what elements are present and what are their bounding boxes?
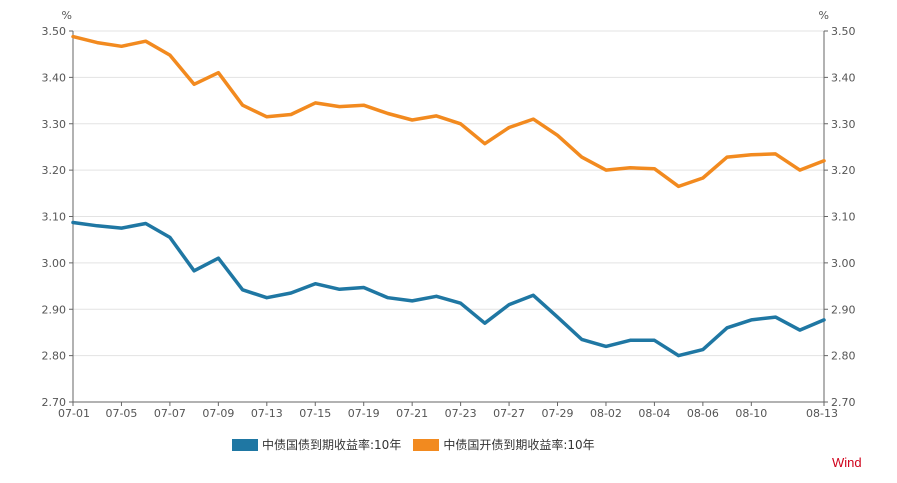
x-tick-label: 07-15	[299, 407, 331, 420]
x-tick-label: 07-07	[154, 407, 186, 420]
y-tick-label-right: 3.40	[831, 71, 856, 84]
y-tick-label-left: 2.90	[42, 303, 67, 316]
y-tick-label-left: 3.00	[42, 257, 67, 270]
y-tick-label-left: 2.80	[42, 350, 67, 363]
x-tick-label: 07-29	[542, 407, 574, 420]
x-tick-label: 07-21	[396, 407, 428, 420]
left-unit-label: %	[62, 9, 72, 22]
legend: 中债国债到期收益率:10年 中债国开债到期收益率:10年	[232, 436, 595, 453]
legend-swatch-cdb	[413, 438, 440, 451]
x-tick-label: 07-13	[251, 407, 283, 420]
x-tick-label: 08-02	[590, 407, 622, 420]
x-tick-label: 08-04	[638, 407, 670, 420]
legend-label-treasury: 中债国债到期收益率:10年	[262, 438, 402, 452]
y-tick-label-right: 3.50	[831, 25, 856, 38]
y-tick-label-left: 3.50	[42, 25, 67, 38]
x-tick-label: 08-10	[735, 407, 767, 420]
x-tick-label: 08-13	[806, 407, 838, 420]
x-tick-label: 07-27	[493, 407, 525, 420]
y-tick-label-left: 3.40	[42, 71, 67, 84]
brand-watermark: Wind	[832, 455, 862, 470]
series-lines	[71, 34, 826, 358]
y-tick-label-right: 2.80	[831, 350, 856, 363]
y-tick-label-left: 2.70	[42, 396, 67, 409]
legend-label-cdb: 中债国开债到期收益率:10年	[443, 438, 595, 452]
y-tick-label-right: 2.90	[831, 303, 856, 316]
y-axis-left-ticks: 2.70 2.80 2.90 3.00 3.10 3.20 3.30 3.40 3.50	[42, 25, 73, 409]
y-tick-label-right: 3.30	[831, 118, 856, 131]
x-tick-label: 07-05	[105, 407, 137, 420]
legend-item-cdb[interactable]: 中债国开债到期收益率:10年	[413, 436, 595, 453]
gridlines	[73, 30, 824, 357]
y-tick-label-left: 3.10	[42, 211, 67, 224]
y-tick-label-left: 3.20	[42, 164, 67, 177]
legend-item-treasury[interactable]: 中债国债到期收益率:10年	[232, 436, 401, 453]
x-axis-ticks: 07-01 07-05 07-07 07-09 07-13 07-15 07-19 07-21…	[58, 402, 838, 420]
y-tick-label-right: 3.10	[831, 211, 856, 224]
y-tick-label-right: 3.20	[831, 164, 856, 177]
y-tick-label-right: 2.70	[831, 396, 856, 409]
series-line-0	[71, 220, 826, 358]
x-tick-label: 08-06	[687, 407, 719, 420]
series-line-1	[71, 34, 826, 189]
x-tick-label: 07-23	[445, 407, 477, 420]
y-tick-label-left: 3.30	[42, 118, 67, 131]
right-unit-label: %	[819, 9, 829, 22]
y-axis-right-ticks: 2.70 2.80 2.90 3.00 3.10 3.20 3.30 3.40 3.50	[824, 25, 856, 409]
y-tick-label-right: 3.00	[831, 257, 856, 270]
x-tick-label: 07-01	[58, 407, 90, 420]
legend-swatch-treasury	[232, 438, 258, 451]
x-tick-label: 07-09	[202, 407, 234, 420]
x-tick-label: 07-19	[348, 407, 380, 420]
